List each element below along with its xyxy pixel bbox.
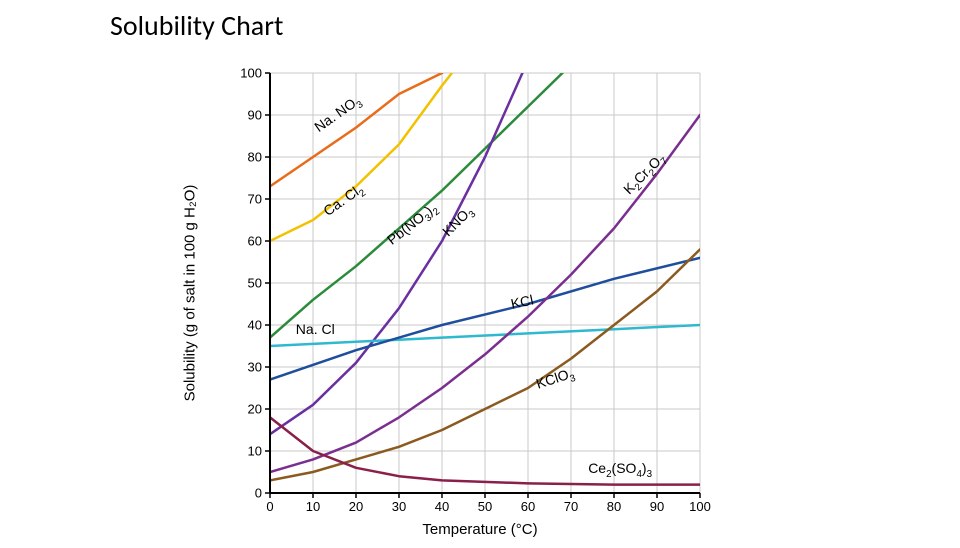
x-tick-label: 100 [689,499,711,514]
x-tick-label: 30 [392,499,406,514]
chart-svg [0,43,960,543]
y-tick-label: 50 [232,276,262,291]
y-tick-label: 60 [232,234,262,249]
y-tick-label: 10 [232,444,262,459]
x-tick-label: 60 [521,499,535,514]
x-tick-label: 20 [349,499,363,514]
x-tick-label: 40 [435,499,449,514]
x-tick-label: 10 [306,499,320,514]
x-tick-label: 80 [607,499,621,514]
y-tick-label: 90 [232,108,262,123]
y-tick-label: 20 [232,402,262,417]
series-label-NaCl: Na. Cl [296,321,335,337]
x-tick-label: 70 [564,499,578,514]
x-tick-label: 90 [650,499,664,514]
y-tick-label: 100 [232,66,262,81]
x-tick-label: 50 [478,499,492,514]
x-axis-label: Temperature (°C) [422,521,537,538]
solubility-chart: Solubility (g of salt in 100 g H₂O) Temp… [0,43,960,543]
y-tick-label: 80 [232,150,262,165]
y-tick-label: 0 [232,486,262,501]
series-label-Ce2(SO4)3: Ce2(SO4)3 [588,460,652,480]
page-title: Solubility Chart [110,8,960,43]
y-axis-label: Solubility (g of salt in 100 g H₂O) [182,185,199,402]
y-tick-label: 70 [232,192,262,207]
y-tick-label: 40 [232,318,262,333]
y-tick-label: 30 [232,360,262,375]
x-tick-label: 0 [266,499,273,514]
